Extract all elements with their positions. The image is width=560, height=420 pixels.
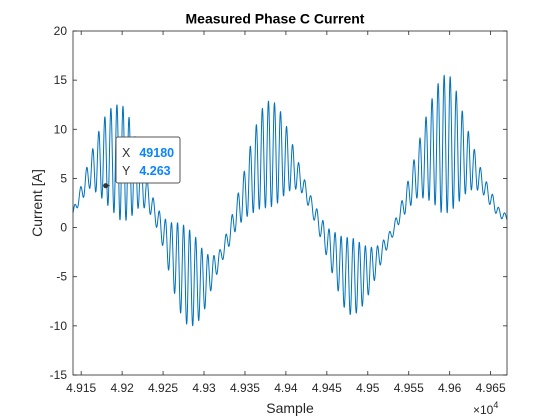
y-axis: -15 -10 -5 0 5 10 15 20	[50, 24, 507, 382]
datatip-y-label: Y	[122, 164, 131, 178]
x-tick-label: 4.935	[230, 381, 260, 395]
x-tick-label: 4.925	[148, 381, 178, 395]
x-exponent-power: 4	[493, 400, 498, 410]
x-tick-label: 4.93	[192, 381, 216, 395]
x-tick-label: 4.965	[476, 381, 506, 395]
x-tick-label: 4.96	[438, 381, 462, 395]
axes-frame	[72, 30, 508, 376]
datatip-y-value: 4.263	[139, 164, 170, 178]
datatip[interactable]: X 49180 Y 4.263	[103, 136, 181, 189]
y-tick-label: -15	[50, 368, 68, 382]
y-tick-label: -10	[50, 319, 68, 333]
series-line[interactable]	[72, 74, 508, 327]
x-exponent-label: ×104	[473, 400, 498, 417]
y-tick-label: 5	[60, 171, 67, 185]
x-axis-label: Sample	[266, 400, 314, 416]
x-tick-label: 4.92	[110, 381, 134, 395]
chart-title: Measured Phase C Current	[186, 11, 365, 27]
x-tick-label: 4.915	[66, 381, 96, 395]
x-tick-label: 4.94	[274, 381, 298, 395]
series-layer	[72, 74, 508, 327]
datatip-y-row: Y 4.263	[122, 162, 171, 179]
datatip-x-value: 49180	[139, 146, 174, 160]
datatip-box	[115, 136, 181, 184]
x-tick-label: 4.95	[356, 381, 380, 395]
x-tick-label: 4.955	[394, 381, 424, 395]
y-tick-label: 0	[60, 221, 67, 235]
x-tick-label: 4.945	[312, 381, 342, 395]
y-tick-label: -5	[56, 270, 67, 284]
y-tick-label: 10	[54, 122, 68, 136]
y-tick-label: 20	[54, 24, 68, 38]
x-axis: 4.915 4.92 4.925 4.93 4.935 4.94 4.945 4.95 4.95…	[66, 31, 506, 395]
y-tick-label: 15	[54, 73, 68, 87]
datatip-x-row: X 49180	[122, 144, 174, 161]
x-exponent-base: ×10	[473, 403, 494, 417]
y-axis-label: Current [A]	[29, 169, 45, 237]
datatip-x-label: X	[122, 146, 131, 160]
